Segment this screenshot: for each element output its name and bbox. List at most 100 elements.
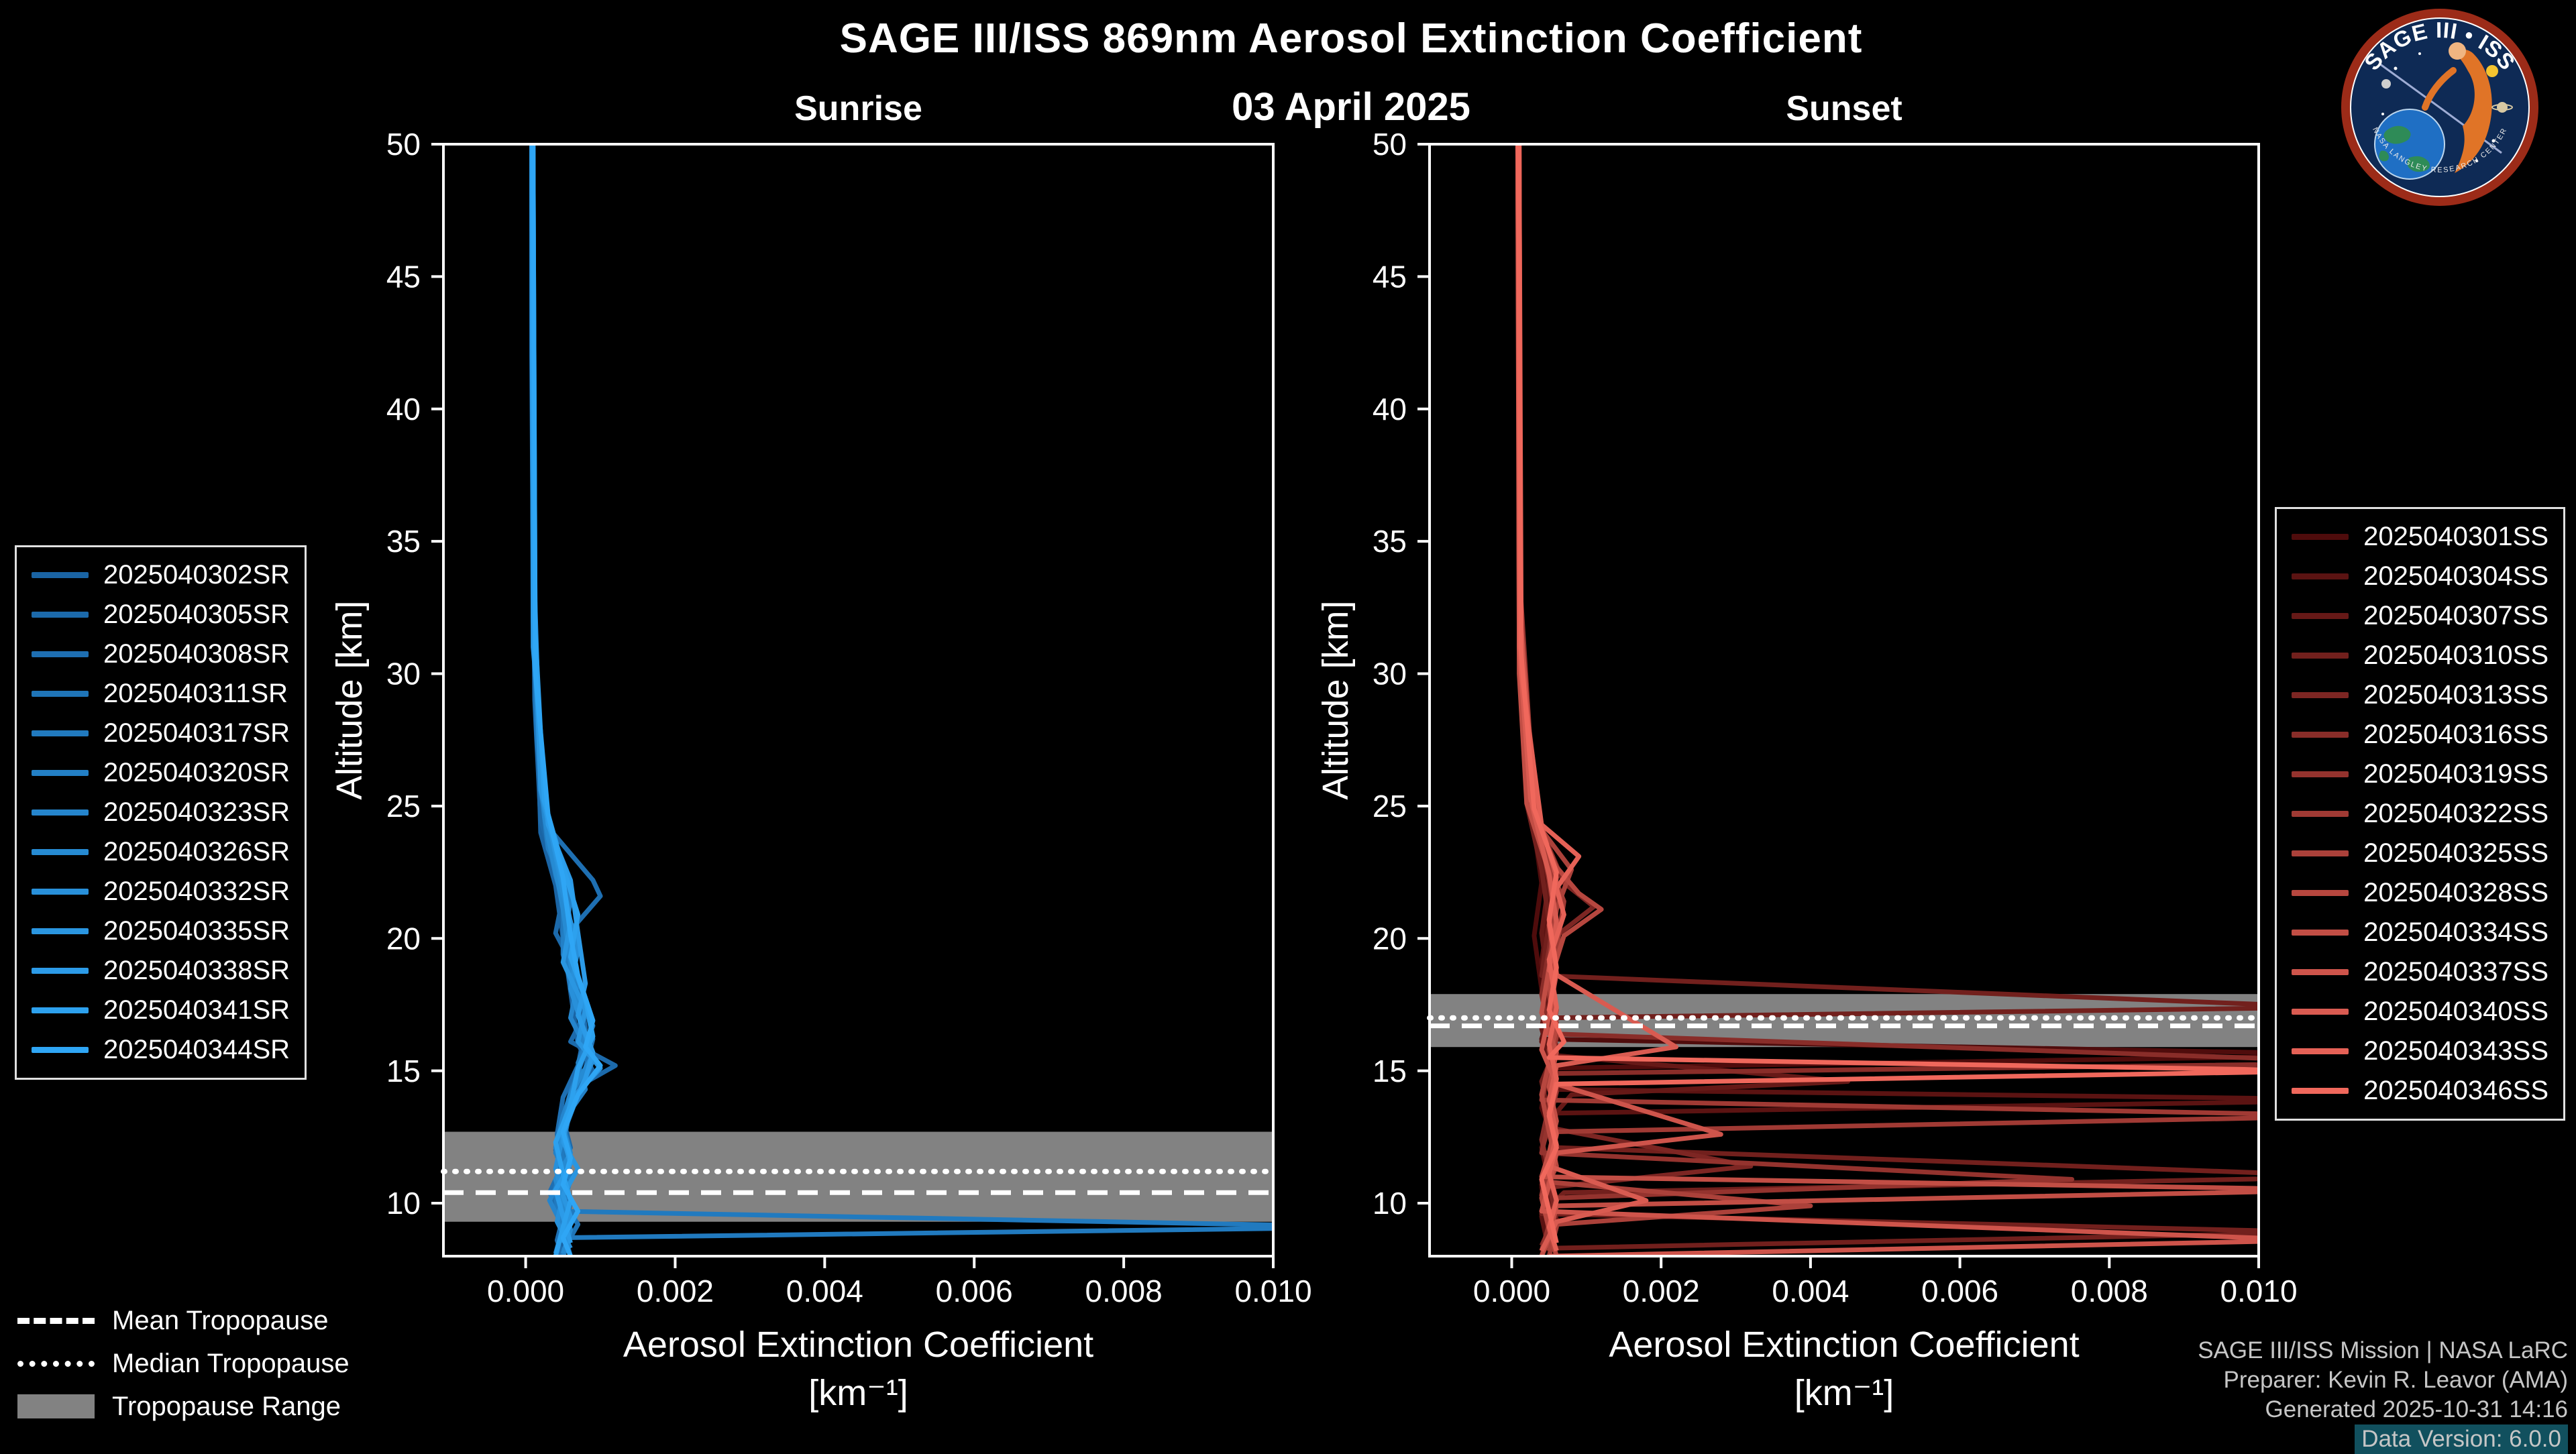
x-tick-label: 0.002: [637, 1274, 714, 1308]
legend-label: 2025040328SS: [2363, 878, 2548, 907]
legend-item: 2025040323SR: [32, 793, 290, 832]
y-axis-label: Altitude [km]: [329, 600, 370, 799]
legend-line-sample: [2292, 1009, 2349, 1015]
x-tick-label: 0.004: [1772, 1274, 1849, 1308]
y-tick-label: 25: [1373, 789, 1407, 824]
y-tick-label: 10: [1373, 1186, 1407, 1221]
y-tick-label: 20: [1373, 921, 1407, 956]
legend-label: Tropopause Range: [112, 1391, 341, 1421]
tropopause-range-band: [443, 1131, 1273, 1222]
legend-item: 2025040320SR: [32, 753, 290, 793]
legend-label: 2025040317SR: [103, 718, 290, 748]
legend-line-sample: [32, 968, 89, 974]
profile-line: [530, 144, 603, 1256]
y-tick-label: 30: [386, 657, 421, 691]
legend-label: 2025040325SS: [2363, 838, 2548, 868]
y-tick-label: 45: [1373, 259, 1407, 294]
legend-line-sample: [32, 849, 89, 855]
x-tick-label: 0.006: [936, 1274, 1013, 1308]
legend-item: 2025040334SS: [2292, 913, 2548, 952]
y-tick-label: 50: [1373, 127, 1407, 162]
legend-line-sample: [32, 612, 89, 618]
legend-label: 2025040346SS: [2363, 1076, 2548, 1105]
legend-item: 2025040302SR: [32, 555, 290, 595]
sunrise-legend: 2025040302SR 2025040305SR 2025040308SR 2025…: [15, 545, 307, 1080]
x-tick-label: 0.004: [786, 1274, 863, 1308]
legend-item: 2025040322SS: [2292, 794, 2548, 834]
x-tick-label: 0.010: [1234, 1274, 1311, 1308]
legend-label: 2025040344SR: [103, 1035, 290, 1064]
x-tick-label: 0.008: [1085, 1274, 1163, 1308]
plot-border: [1428, 143, 2260, 1257]
y-tick-label: 25: [386, 789, 421, 824]
legend-item: 2025040337SS: [2292, 952, 2548, 992]
x-tick-label: 0.010: [2220, 1274, 2297, 1308]
legend-line-sample: [2292, 692, 2349, 698]
y-tick-label: 35: [1373, 524, 1407, 559]
legend-label: Mean Tropopause: [112, 1305, 329, 1335]
legend-label: 2025040304SS: [2363, 561, 2548, 591]
legend-label: 2025040307SS: [2363, 601, 2548, 630]
credits-block: SAGE III/ISS Mission | NASA LaRC Prepare…: [2198, 1336, 2568, 1454]
y-tick-label: 20: [386, 921, 421, 956]
profile-line: [1516, 144, 2259, 1244]
legend-line-sample: [32, 1007, 89, 1013]
x-axis-label: Aerosol Extinction Coefficient: [1609, 1325, 2079, 1365]
generated-timestamp: Generated 2025-10-31 14:16: [2265, 1396, 2568, 1423]
y-tick-label: 40: [386, 392, 421, 427]
x-axis-units: [km⁻¹]: [808, 1373, 908, 1413]
legend-item: 2025040313SS: [2292, 675, 2548, 715]
legend-line-sample: [32, 1047, 89, 1053]
legend-line-sample: [32, 730, 89, 736]
legend-label: 2025040310SS: [2363, 640, 2548, 670]
legend-line-sample: [2292, 534, 2349, 540]
legend-item: 2025040326SR: [32, 832, 290, 872]
legend-item: 2025040335SR: [32, 911, 290, 951]
sage-iii-iss-logo: SAGE III • ISS NASA LANGLEY RESEARCH CEN…: [2341, 9, 2538, 206]
legend-line-sample: [2292, 1088, 2349, 1094]
robed-figure-graphic: [2453, 49, 2492, 173]
mission-credit: SAGE III/ISS Mission | NASA LaRC: [2198, 1337, 2568, 1363]
legend-line-sample: [2292, 613, 2349, 619]
legend-item: 2025040301SS: [2292, 517, 2548, 557]
legend-item: 2025040332SR: [32, 872, 290, 911]
legend-item: 2025040304SS: [2292, 557, 2548, 596]
y-tick-label: 40: [1373, 392, 1407, 427]
legend-item: 2025040346SS: [2292, 1071, 2548, 1111]
dotted-line-sample: [17, 1360, 95, 1367]
saturn-graphic: [2497, 102, 2508, 113]
legend-label: 2025040308SR: [103, 639, 290, 669]
legend-line-sample: [2292, 930, 2349, 936]
x-axis-units: [km⁻¹]: [1794, 1373, 1894, 1413]
legend-label: 2025040319SS: [2363, 759, 2548, 789]
page-title: SAGE III/ISS 869nm Aerosol Extinction Co…: [839, 15, 1863, 62]
legend-item: 2025040328SS: [2292, 873, 2548, 913]
profile-line: [529, 144, 1273, 1256]
range-band-sample: [17, 1394, 95, 1418]
sunset-legend: 2025040301SS 2025040304SS 2025040307SS 2025…: [2275, 507, 2565, 1121]
legend-label: 2025040323SR: [103, 797, 290, 827]
legend-line-sample: [2292, 969, 2349, 975]
legend-label: 2025040305SR: [103, 600, 290, 629]
legend-label: 2025040326SR: [103, 837, 290, 866]
x-tick-label: 0.006: [1921, 1274, 1998, 1308]
legend-line-sample: [2292, 850, 2349, 856]
y-tick-label: 10: [386, 1186, 421, 1221]
tropopause-range-legend-item: Tropopause Range: [17, 1391, 350, 1422]
legend-item: 2025040319SS: [2292, 754, 2548, 794]
legend-item: 2025040310SS: [2292, 636, 2548, 675]
profile-line: [531, 144, 603, 1256]
legend-item: 2025040317SR: [32, 714, 290, 753]
legend-label: 2025040340SS: [2363, 997, 2548, 1026]
legend-label: 2025040311SR: [103, 679, 288, 708]
legend-item: 2025040305SR: [32, 595, 290, 634]
sunset-plot: 10 15 20 25 30 35 40 45 50 0.000 0.002 0.004 0.006 0.…: [1316, 127, 2298, 1413]
legend-line-sample: [2292, 1048, 2349, 1054]
legend-item: 2025040341SR: [32, 991, 290, 1030]
legend-line-sample: [2292, 732, 2349, 738]
legend-label: 2025040301SS: [2363, 522, 2548, 551]
sunset-panel-title: Sunset: [1786, 89, 1902, 128]
legend-label: 2025040320SR: [103, 758, 290, 787]
median-tropopause-legend-item: Median Tropopause: [17, 1348, 350, 1379]
plot-border: [442, 143, 1275, 1257]
